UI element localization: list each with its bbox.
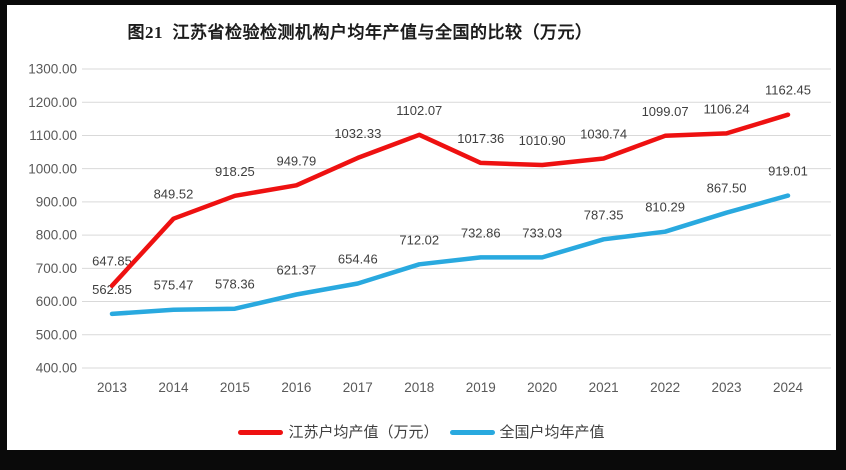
data-label-national: 867.50 <box>707 181 747 196</box>
x-axis-tick-label: 2018 <box>404 380 434 395</box>
y-axis-tick-label: 600.00 <box>36 294 77 309</box>
y-axis-tick-label: 800.00 <box>36 228 77 243</box>
data-label-jiangsu: 918.25 <box>215 164 255 179</box>
data-label-jiangsu: 1099.07 <box>642 104 689 119</box>
data-label-jiangsu: 647.85 <box>92 254 132 269</box>
data-label-jiangsu: 1162.45 <box>765 83 811 98</box>
data-label-national: 562.85 <box>92 282 132 297</box>
x-axis-tick-label: 2022 <box>650 380 680 395</box>
y-axis-tick-label: 500.00 <box>36 327 77 342</box>
x-axis-tick-label: 2013 <box>97 380 127 395</box>
y-axis-tick-label: 900.00 <box>36 194 77 209</box>
x-axis-tick-label: 2015 <box>220 380 250 395</box>
line-chart-plot-area: 400.00 500.00 600.00 700.00 800.00 900.00 1000… <box>28 62 831 395</box>
legend-item-national: 全国户均年产值 <box>449 423 605 441</box>
data-label-national: 654.46 <box>338 251 378 266</box>
data-label-jiangsu: 1030.74 <box>580 126 627 141</box>
data-label-national: 787.35 <box>584 207 624 222</box>
data-label-jiangsu: 1102.07 <box>396 103 442 118</box>
data-label-jiangsu: 949.79 <box>276 153 316 168</box>
legend-item-jiangsu: 江苏户均产值（万元） <box>238 423 439 441</box>
data-label-national: 810.29 <box>645 200 685 215</box>
y-axis-tick-label: 700.00 <box>36 261 77 276</box>
x-axis-tick-label: 2019 <box>466 380 496 395</box>
data-label-national: 732.86 <box>461 225 501 240</box>
chart-title: 图21 江苏省检验检测机构户均年产值与全国的比较（万元） <box>127 23 593 42</box>
y-axis-tick-label: 1100.00 <box>29 128 77 143</box>
national-series-swatch-icon <box>449 429 495 435</box>
legend-label-jiangsu: 江苏户均产值（万元） <box>288 423 439 441</box>
data-label-national: 621.37 <box>276 262 316 277</box>
y-axis-tick-label: 1000.00 <box>28 161 77 176</box>
x-axis-tick-label: 2016 <box>281 380 311 395</box>
data-label-jiangsu: 849.52 <box>154 187 194 202</box>
data-label-national: 575.47 <box>154 278 194 293</box>
legend-label-national: 全国户均年产值 <box>499 423 605 441</box>
jiangsu-series-swatch-icon <box>238 429 284 435</box>
data-label-jiangsu: 1010.90 <box>519 133 566 148</box>
x-axis-tick-label: 2017 <box>343 380 373 395</box>
data-label-national: 733.03 <box>522 225 562 240</box>
chart-canvas: 图21 江苏省检验检测机构户均年产值与全国的比较（万元） 400.00 500.0… <box>7 5 836 450</box>
x-axis-tick-label: 2023 <box>712 380 742 395</box>
series-line-jiangsu <box>109 112 791 288</box>
x-axis-tick-label: 2020 <box>527 380 557 395</box>
series-line-national <box>109 193 791 317</box>
y-axis-tick-label: 1200.00 <box>28 95 77 110</box>
data-label-national: 578.36 <box>215 277 255 292</box>
x-axis-tick-label: 2021 <box>589 380 619 395</box>
data-label-national: 919.01 <box>768 164 808 179</box>
data-label-jiangsu: 1017.36 <box>457 131 504 146</box>
y-axis-tick-label: 400.00 <box>36 361 77 376</box>
x-axis-tick-label: 2014 <box>158 380 189 395</box>
data-label-national: 712.02 <box>399 232 439 247</box>
y-axis-tick-label: 1300.00 <box>28 62 77 77</box>
x-axis-tick-label: 2024 <box>773 380 804 395</box>
data-label-jiangsu: 1106.24 <box>704 101 750 116</box>
chart-legend: 江苏户均产值（万元） 全国户均年产值 <box>7 421 836 443</box>
data-label-jiangsu: 1032.33 <box>334 126 381 141</box>
